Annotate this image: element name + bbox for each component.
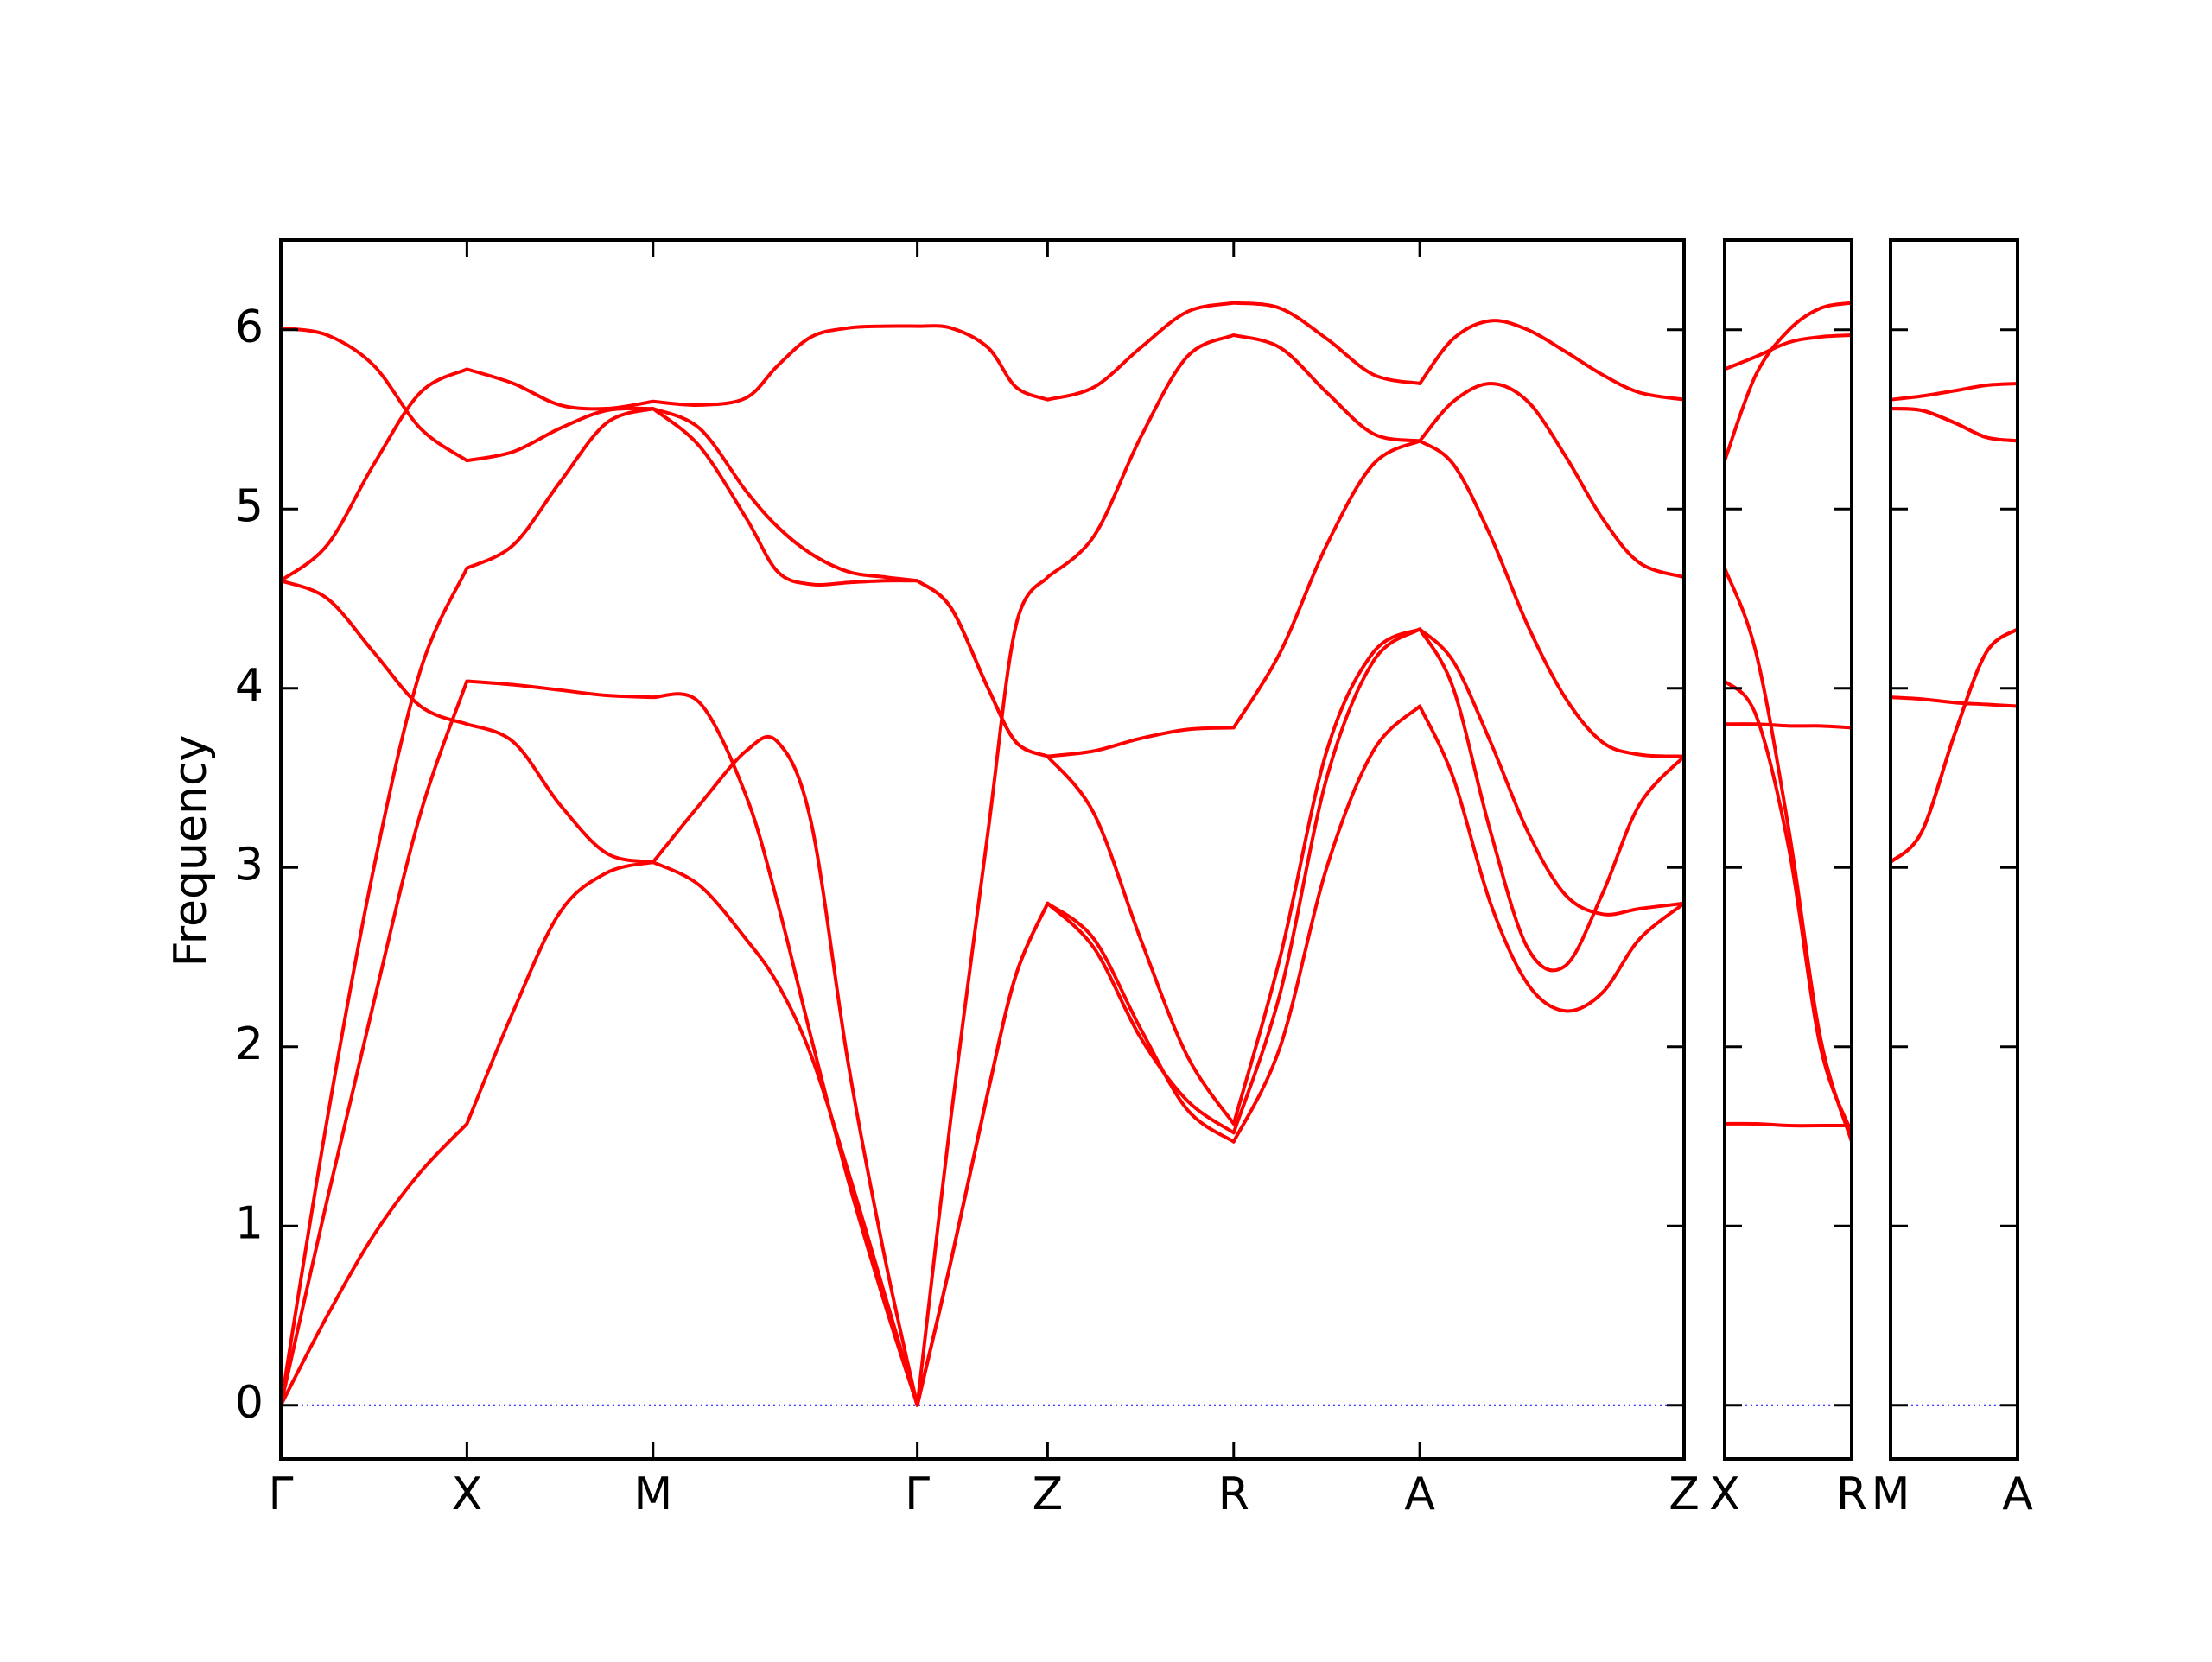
y-tick-label: 0 [235,1377,264,1429]
band-line [279,301,1685,582]
band-line [280,326,1685,758]
x-tick-label: Z [1669,1469,1700,1520]
band-line [1890,382,2018,402]
y-tick-label: 3 [235,839,264,891]
band-line [1889,627,2019,864]
band-line [280,333,1685,1407]
y-tick-label: 2 [235,1018,264,1070]
x-tick-label: Γ [269,1469,294,1520]
y-tick-label: 4 [235,660,264,712]
band-line [1890,407,2018,443]
x-tick-label: M [1872,1469,1910,1520]
x-tick-label: X [1709,1469,1740,1520]
band-line [1723,568,1853,1143]
x-tick-label: A [2002,1469,2033,1520]
band-line [279,407,1685,1406]
plot-frame [279,238,1686,1461]
plot-frame [1889,238,2019,1461]
y-tick-label: 6 [235,301,264,353]
x-tick-label: R [1836,1469,1867,1520]
x-tick-label: Z [1033,1469,1064,1520]
band-line [1724,333,1853,371]
x-tick-label: X [452,1469,483,1520]
band-line [1889,627,2019,864]
x-tick-label: R [1218,1469,1249,1520]
plot-frame [1723,238,1853,1461]
y-tick-label: 5 [235,480,264,532]
band-line [1890,695,2018,708]
band-line [1724,722,1853,730]
band-line [279,704,1686,1407]
band-line [279,627,1686,1407]
x-tick-label: A [1404,1469,1435,1520]
x-tick-label: Γ [905,1469,930,1520]
y-tick-label: 1 [235,1197,264,1249]
band-line [1723,679,1853,1134]
band-line [1890,407,2018,443]
band-line [1723,301,1853,461]
band-line [1724,1121,1852,1128]
x-tick-label: M [633,1469,672,1520]
y-axis-label: Frequency [165,735,217,967]
